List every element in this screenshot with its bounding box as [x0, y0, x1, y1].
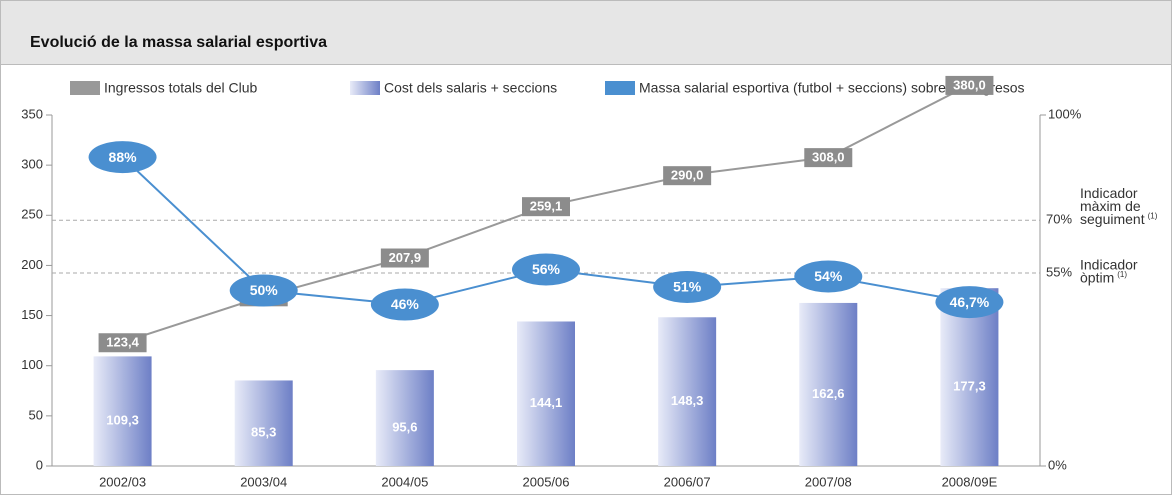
y-tick-label: 200 — [21, 257, 43, 272]
x-tick-label: 2006/07 — [664, 474, 711, 489]
reference-text: seguiment — [1080, 211, 1145, 227]
y-tick-label: 100 — [21, 357, 43, 372]
percent-label: 56% — [532, 261, 561, 277]
percent-label: 46,7% — [950, 294, 990, 310]
bar — [658, 317, 717, 466]
percent-marker — [794, 260, 863, 293]
y-tick-label: 0 — [36, 457, 43, 472]
x-tick-label: 2005/06 — [523, 474, 570, 489]
bar-label: 177,3 — [953, 379, 986, 394]
y2-tick-label: 100% — [1048, 106, 1082, 121]
revenue-box — [663, 166, 712, 186]
revenue-label: 259,1 — [522, 197, 570, 217]
reference-text: màxim de — [1080, 198, 1141, 214]
x-tick-label: 2007/08 — [805, 474, 852, 489]
revenue-box — [804, 148, 853, 168]
legend-swatch — [605, 81, 635, 95]
percent-label: 46% — [391, 296, 420, 312]
bar — [517, 321, 575, 466]
percent-label: 50% — [250, 282, 279, 298]
revenue-label: 123,4 — [98, 333, 147, 353]
x-tick-label: 2002/03 — [99, 474, 146, 489]
y-tick-label: 150 — [21, 307, 43, 322]
revenue-text: 207,9 — [389, 250, 422, 265]
percent-marker — [935, 286, 1004, 319]
bar — [799, 302, 858, 466]
y-tick-label: 250 — [21, 207, 43, 222]
bar-label: 85,3 — [251, 425, 276, 440]
x-tick-label: 2004/05 — [381, 474, 428, 489]
y2-tick-label: 0% — [1048, 457, 1067, 472]
reference-text: Indicador — [1080, 257, 1138, 273]
bar-label: 162,6 — [812, 386, 845, 401]
reference-text: òptim — [1080, 270, 1114, 286]
legend-label: Ingressos totals del Club — [104, 80, 258, 96]
y-tick-label: 300 — [21, 157, 43, 172]
percent-marker — [370, 288, 439, 321]
reference-label: 70% — [1046, 212, 1072, 227]
revenue-box — [380, 248, 429, 268]
percent-label: 51% — [673, 279, 702, 295]
header — [0, 0, 1172, 65]
legend-label: Cost dels salaris + seccions — [384, 80, 557, 96]
reference-label: 55% — [1046, 264, 1072, 279]
percent-marker — [653, 270, 722, 303]
legend-swatch — [70, 81, 100, 95]
x-tick-label: 2003/04 — [240, 474, 287, 489]
bar-label: 148,3 — [671, 393, 704, 408]
revenue-label: 308,0 — [804, 148, 853, 168]
revenue-box — [98, 333, 147, 353]
bar-label: 144,1 — [530, 395, 563, 410]
revenue-box — [945, 75, 994, 95]
revenue-text: 123,4 — [106, 335, 139, 350]
revenue-label: 380,0 — [945, 75, 994, 95]
revenue-label: 207,9 — [380, 248, 429, 268]
revenue-text: 308,0 — [812, 150, 845, 165]
percent-label: 88% — [109, 149, 138, 165]
bar-label: 95,6 — [392, 420, 417, 435]
x-tick-label: 2008/09E — [942, 474, 998, 489]
percent-marker — [88, 141, 157, 174]
legend-label: Massa salarial esportiva (futbol + secci… — [639, 80, 1025, 96]
percent-marker — [512, 253, 580, 286]
revenue-text: 259,1 — [530, 199, 563, 214]
percent-marker — [229, 274, 298, 307]
bar — [375, 370, 434, 466]
y-tick-label: 350 — [21, 106, 43, 121]
bar — [93, 356, 152, 466]
reference-note: (1) — [1117, 270, 1127, 279]
bar — [234, 380, 293, 466]
reference-note: (1) — [1148, 211, 1158, 220]
revenue-label: 290,0 — [663, 166, 712, 186]
revenue-text: 290,0 — [671, 168, 704, 183]
revenue-text: 380,0 — [953, 77, 986, 92]
revenue-box — [522, 197, 570, 217]
reference-text: Indicador — [1080, 185, 1138, 201]
bar-label: 109,3 — [106, 413, 139, 428]
chart-title: Evolució de la massa salarial esportiva — [30, 34, 327, 51]
legend-swatch — [350, 81, 380, 95]
y-tick-label: 50 — [29, 407, 43, 422]
percent-label: 54% — [814, 268, 843, 284]
